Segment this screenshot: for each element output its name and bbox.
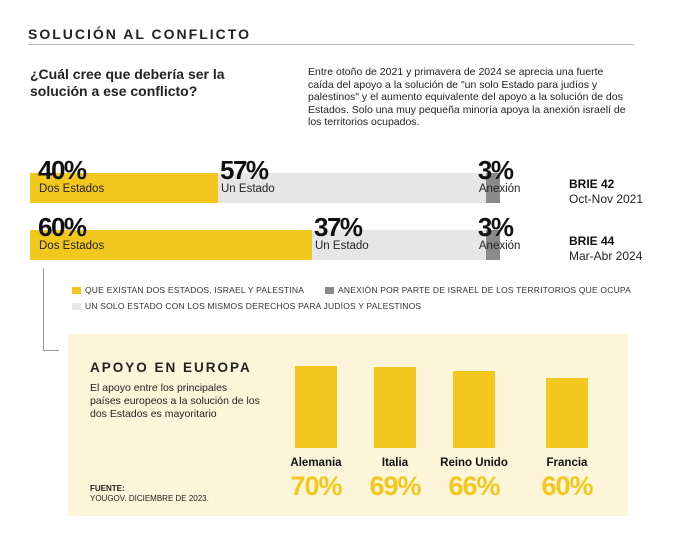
label-two-states-1: Dos Estados: [39, 183, 105, 195]
legend-item-annexation: ANEXIÓN POR PARTE DE ISRAEL DE LOS TERRI…: [325, 285, 635, 297]
pct-one-state-2: 37%: [314, 212, 363, 242]
label-one-state-1: Un Estado: [221, 183, 275, 195]
bar-segment-annexation-2: [485, 230, 500, 260]
wave-date-2: Mar-Abr 2024: [569, 249, 643, 263]
europe-value-label: 70%: [290, 471, 342, 501]
pct-two-states-1: 40%: [38, 155, 87, 185]
europe-country-label: Italia: [381, 457, 409, 469]
legend-swatch-annexation: [325, 287, 334, 294]
question-text: ¿Cuál cree que debería ser la solución a…: [30, 66, 225, 99]
legend-label-two-states: QUE EXISTAN DOS ESTADOS, ISRAEL Y PALEST…: [85, 285, 305, 295]
label-annexation-1: Anexión: [478, 183, 521, 195]
europe-value-label: 66%: [448, 471, 500, 501]
europe-value-label: 69%: [369, 471, 421, 501]
europe-country-label: Alemania: [290, 457, 342, 469]
europe-panel: APOYO EN EUROPA El apoyo entre los princ…: [68, 334, 628, 516]
stacked-bar-row-1: 40% Dos Estados 57% Un Estado 3% Anexión: [30, 157, 520, 203]
pct-annexation-2: 3%: [477, 212, 514, 242]
source-label: FUENTE:: [90, 484, 125, 493]
legend-label-one-state: UN SOLO ESTADO CON LOS MISMOS DERECHOS P…: [85, 301, 422, 311]
europe-bar: [546, 377, 588, 448]
europe-title: APOYO EN EUROPA: [90, 360, 252, 375]
label-two-states-2: Dos Estados: [39, 240, 105, 252]
pct-annexation-1: 3%: [477, 155, 514, 185]
legend-item-two-states: QUE EXISTAN DOS ESTADOS, ISRAEL Y PALEST…: [72, 285, 322, 297]
wave-label-1: BRIE 42: [569, 177, 615, 191]
wave-label-2: BRIE 44: [569, 234, 615, 248]
bar-segment-one-state-2: [312, 230, 486, 260]
bar-segment-one-state-1: [218, 173, 486, 203]
legend-label-annexation: ANEXIÓN POR PARTE DE ISRAEL DE LOS TERRI…: [338, 285, 632, 295]
europe-description: El apoyo entre los principales países eu…: [90, 382, 260, 420]
europe-bar: [374, 367, 416, 448]
europe-bar: [295, 366, 337, 448]
wave-date-1: Oct-Nov 2021: [569, 192, 644, 206]
europe-bar: [453, 370, 495, 448]
bar-segment-two-states-2: [30, 230, 312, 260]
europe-country-label: Francia: [546, 457, 588, 469]
pct-two-states-2: 60%: [38, 212, 87, 242]
title-divider: [28, 44, 634, 45]
label-one-state-2: Un Estado: [315, 240, 369, 252]
intro-text: Entre otoño de 2021 y primavera de 2024 …: [308, 66, 626, 128]
connector-line: [43, 268, 44, 350]
stacked-bar-row-2: 60% Dos Estados 37% Un Estado 3% Anexión: [30, 214, 520, 260]
legend-item-one-state: UN SOLO ESTADO CON LOS MISMOS DERECHOS P…: [72, 301, 472, 313]
europe-value-label: 60%: [541, 471, 593, 501]
legend-swatch-two-states: [72, 287, 81, 294]
connector-line-horizontal: [43, 350, 59, 351]
pct-one-state-1: 57%: [220, 155, 269, 185]
europe-country-label: Reino Unido: [440, 457, 508, 469]
label-annexation-2: Anexión: [478, 240, 521, 252]
bar-segment-annexation-1: [485, 173, 500, 203]
legend-swatch-one-state: [72, 303, 81, 310]
source-text: YOUGOV. DICIEMBRE DE 2023.: [90, 494, 209, 503]
section-title: SOLUCIÓN AL CONFLICTO: [28, 26, 251, 42]
bar-segment-two-states-1: [30, 173, 218, 203]
